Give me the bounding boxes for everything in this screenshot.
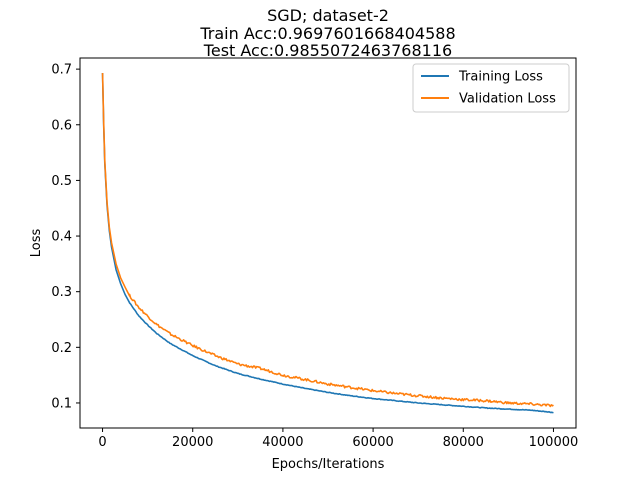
series-layer — [101, 73, 554, 414]
legend-label-validation-loss: Validation Loss — [459, 92, 556, 107]
chart-title-line-1: SGD; dataset-2 — [267, 6, 389, 25]
y-tick-label: 0.6 — [51, 118, 72, 133]
x-axis-ticks: 0 20000 40000 60000 80000 100000 — [98, 428, 578, 450]
legend: Training Loss Validation Loss — [412, 63, 570, 113]
y-tick-label: 0.1 — [51, 396, 72, 411]
y-tick-label: 0.7 — [51, 63, 72, 78]
y-tick-label: 0.4 — [51, 230, 72, 245]
x-tick-label: 20000 — [172, 435, 213, 450]
y-tick-label: 0.3 — [51, 285, 72, 300]
x-tick-label: 60000 — [352, 435, 393, 450]
chart-title-line-2: Train Acc:0.9697601668404588 — [199, 24, 455, 43]
legend-box — [412, 63, 570, 113]
y-axis-label: Loss — [29, 229, 44, 258]
x-tick-label: 0 — [98, 435, 106, 450]
series-line-training-loss — [101, 73, 554, 414]
y-tick-label: 0.2 — [51, 341, 72, 356]
chart-title-line-3: Test Acc:0.9855072463768116 — [203, 41, 452, 60]
y-tick-label: 0.5 — [51, 174, 72, 189]
y-axis-ticks: 0.1 0.2 0.3 0.4 0.5 0.6 0.7 — [51, 63, 80, 411]
legend-label-training-loss: Training Loss — [458, 70, 543, 85]
plot-frame — [79, 57, 577, 429]
x-tick-label: 100000 — [529, 435, 579, 450]
series-line-validation-loss — [101, 73, 554, 408]
x-axis-label: Epochs/Iterations — [272, 457, 385, 472]
x-tick-label: 40000 — [262, 435, 303, 450]
x-tick-label: 80000 — [443, 435, 484, 450]
